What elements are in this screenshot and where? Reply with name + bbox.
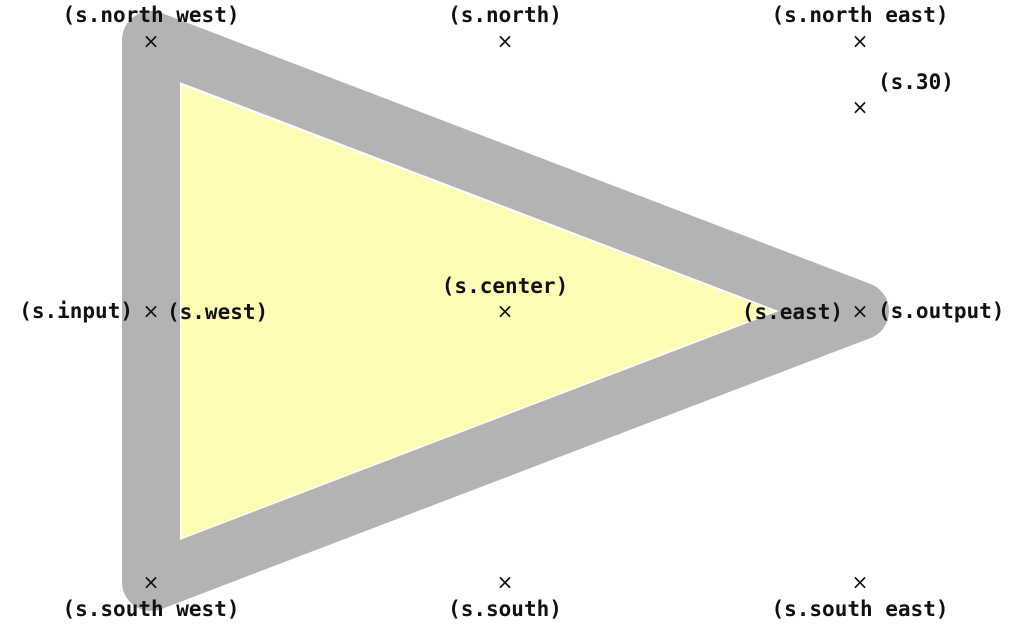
marker-north: ×: [497, 29, 514, 53]
label-30: (s.30): [878, 70, 954, 94]
label-south-east: (s.south east): [771, 597, 948, 621]
marker-east-output: ×: [852, 299, 869, 323]
label-west: (s.west): [167, 300, 268, 324]
triangle-fill: [181, 85, 774, 538]
label-south-west: (s.south west): [62, 597, 239, 621]
label-east: (s.east): [742, 300, 843, 324]
marker-center: ×: [497, 299, 514, 323]
label-output: (s.output): [878, 299, 1004, 323]
marker-input-west: ×: [143, 299, 160, 323]
marker-south: ×: [497, 570, 514, 594]
label-input: (s.input): [19, 299, 133, 323]
label-north-east: (s.north east): [771, 3, 948, 27]
marker-north-east: ×: [852, 29, 869, 53]
label-north: (s.north): [448, 3, 562, 27]
marker-south-west: ×: [143, 570, 160, 594]
triangle-border: [122, 11, 889, 611]
label-south: (s.south): [448, 597, 562, 621]
marker-north-west: ×: [143, 29, 160, 53]
marker-south-east: ×: [852, 570, 869, 594]
label-north-west: (s.north west): [62, 3, 239, 27]
label-center: (s.center): [442, 274, 568, 298]
marker-30: ×: [852, 95, 869, 119]
